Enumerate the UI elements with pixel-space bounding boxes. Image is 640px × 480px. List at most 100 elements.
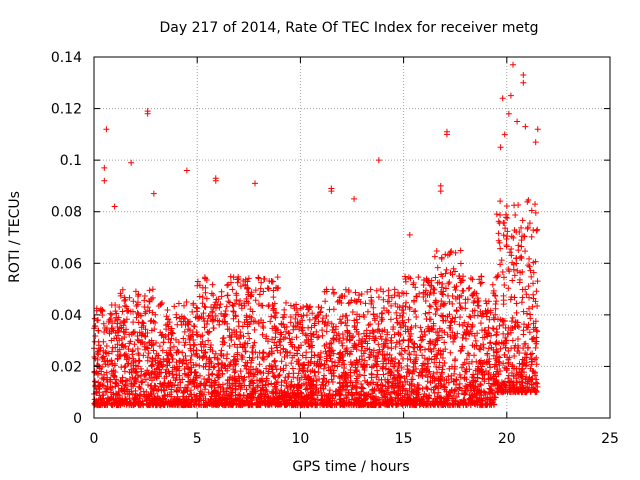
data-point: [299, 352, 306, 359]
data-point: [112, 318, 119, 325]
data-point: [183, 360, 190, 367]
data-point: [318, 304, 325, 311]
data-point: [112, 383, 119, 390]
data-point: [503, 365, 510, 372]
data-point: [315, 369, 322, 376]
data-point: [476, 359, 483, 366]
data-point: [423, 365, 430, 372]
data-point: [199, 338, 206, 345]
data-point: [144, 345, 151, 352]
data-point: [339, 357, 346, 364]
data-point: [436, 359, 443, 366]
data-point: [521, 321, 528, 328]
data-point: [456, 273, 463, 280]
data-point: [526, 384, 533, 391]
data-point: [448, 248, 455, 255]
data-point: [483, 401, 490, 408]
data-point: [138, 312, 145, 319]
data-point: [500, 219, 507, 226]
data-point: [138, 324, 145, 331]
data-point: [149, 286, 156, 293]
data-point: [438, 284, 445, 291]
data-point: [485, 358, 492, 365]
data-point: [528, 273, 535, 280]
data-point: [374, 381, 381, 388]
data-point: [284, 385, 291, 391]
data-point: [170, 374, 177, 381]
data-point: [249, 385, 256, 392]
data-point: [158, 332, 165, 339]
data-point: [489, 390, 496, 397]
data-point: [185, 401, 192, 408]
data-point: [514, 322, 521, 329]
data-point: [406, 333, 413, 340]
data-point: [254, 395, 261, 402]
data-point: [238, 352, 245, 359]
data-point: [254, 384, 261, 391]
data-point: [289, 336, 296, 343]
data-point: [257, 285, 264, 292]
data-point: [497, 144, 504, 151]
data-point: [141, 304, 148, 311]
data-point: [201, 303, 208, 310]
data-point: [288, 341, 295, 348]
data-point: [370, 311, 377, 318]
data-point: [196, 362, 203, 369]
data-point: [103, 389, 110, 396]
data-point: [344, 333, 351, 340]
data-point: [153, 350, 160, 357]
data-point: [216, 367, 223, 374]
data-point: [478, 392, 485, 399]
data-point: [354, 383, 361, 390]
data-point: [525, 305, 532, 312]
data-point: [265, 400, 272, 407]
data-point: [432, 274, 439, 281]
data-point: [108, 348, 115, 355]
data-point: [404, 378, 411, 385]
data-point: [346, 299, 353, 306]
data-point: [248, 397, 255, 404]
data-point: [283, 299, 290, 306]
data-point: [295, 360, 302, 367]
data-point: [422, 287, 429, 294]
data-point: [102, 324, 109, 331]
data-point: [208, 371, 215, 378]
data-point: [122, 363, 129, 370]
data-point: [171, 303, 178, 310]
data-point: [119, 378, 126, 385]
data-point: [534, 328, 541, 335]
data-point: [386, 351, 393, 358]
data-point: [493, 298, 500, 305]
data-point: [256, 349, 263, 356]
data-point: [496, 362, 503, 369]
data-point: [458, 292, 465, 299]
data-point: [351, 317, 358, 324]
data-point: [456, 300, 463, 307]
data-point: [192, 369, 199, 376]
data-point: [186, 341, 193, 348]
data-point: [412, 396, 419, 403]
data-point: [283, 323, 290, 330]
data-point: [438, 371, 445, 378]
data-point: [508, 318, 515, 325]
data-point: [173, 371, 180, 378]
data-point: [102, 361, 109, 368]
data-point: [396, 341, 403, 348]
data-point: [198, 313, 205, 320]
data-point: [433, 248, 440, 255]
data-point: [500, 297, 507, 304]
data-point: [447, 349, 454, 356]
data-point: [228, 389, 235, 396]
data-point: [461, 390, 468, 397]
data-point: [530, 269, 537, 276]
data-point: [325, 318, 332, 325]
data-point: [241, 399, 248, 406]
data-point: [489, 281, 496, 288]
data-point: [530, 368, 537, 375]
data-point: [165, 356, 172, 363]
data-point: [184, 388, 191, 395]
data-point: [246, 313, 253, 320]
data-point: [378, 310, 385, 317]
data-point: [148, 362, 155, 369]
data-point: [532, 344, 539, 351]
